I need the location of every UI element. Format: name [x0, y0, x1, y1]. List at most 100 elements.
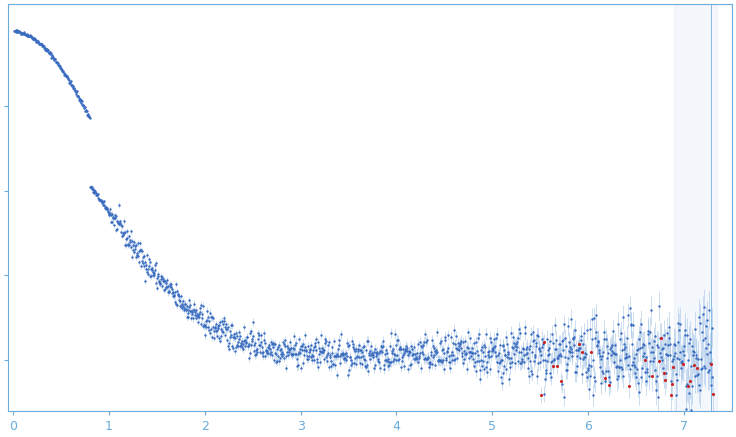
Point — [348, 345, 360, 352]
Point — [385, 330, 397, 337]
Point — [556, 378, 567, 385]
Point — [651, 387, 662, 394]
Point — [145, 272, 157, 279]
Point — [428, 351, 439, 358]
Point — [300, 332, 311, 339]
Point — [336, 350, 347, 357]
Point — [469, 359, 481, 366]
Point — [657, 364, 669, 371]
Point — [238, 345, 250, 352]
Point — [84, 114, 96, 121]
Point — [252, 335, 264, 342]
Point — [411, 340, 423, 347]
Point — [248, 341, 260, 348]
Point — [472, 334, 484, 341]
Point — [568, 342, 580, 349]
Point — [93, 195, 105, 202]
Point — [290, 339, 302, 346]
Point — [609, 342, 620, 349]
Point — [339, 355, 350, 362]
Point — [677, 348, 689, 355]
Point — [298, 346, 310, 353]
Point — [46, 53, 58, 60]
Point — [85, 184, 97, 191]
Point — [29, 35, 40, 42]
Point — [655, 334, 667, 341]
Point — [166, 292, 178, 299]
Point — [336, 351, 348, 358]
Point — [224, 327, 236, 334]
Point — [625, 322, 637, 329]
Point — [163, 281, 175, 288]
Point — [163, 288, 174, 295]
Point — [531, 331, 543, 338]
Point — [198, 323, 210, 329]
Point — [141, 268, 152, 275]
Point — [215, 319, 227, 326]
Point — [269, 341, 280, 348]
Point — [441, 348, 453, 355]
Point — [241, 333, 253, 340]
Point — [215, 325, 227, 332]
Point — [187, 307, 199, 314]
Point — [500, 351, 512, 358]
Point — [207, 324, 219, 331]
Point — [10, 28, 22, 35]
Point — [511, 340, 523, 347]
Point — [251, 346, 263, 353]
Point — [18, 30, 29, 37]
Point — [514, 329, 526, 336]
Point — [408, 350, 420, 357]
Point — [158, 287, 170, 294]
Point — [208, 328, 220, 335]
Point — [94, 197, 106, 204]
Point — [368, 364, 380, 371]
Point — [287, 345, 299, 352]
Point — [580, 351, 592, 358]
Point — [705, 382, 717, 388]
Point — [680, 405, 692, 412]
Point — [25, 33, 37, 40]
Point — [559, 335, 571, 342]
Point — [32, 38, 43, 45]
Point — [172, 292, 184, 299]
Point — [340, 356, 352, 363]
Point — [91, 191, 103, 198]
Point — [266, 341, 277, 348]
Point — [442, 353, 454, 360]
Point — [157, 278, 169, 285]
Point — [308, 343, 319, 350]
Point — [296, 347, 308, 354]
Point — [638, 350, 650, 357]
Point — [80, 108, 92, 114]
Point — [335, 331, 347, 338]
Point — [262, 343, 274, 350]
Point — [473, 331, 485, 338]
Point — [429, 347, 441, 354]
Point — [478, 344, 490, 351]
Point — [79, 104, 91, 111]
Point — [323, 363, 335, 370]
Point — [322, 350, 333, 357]
Point — [133, 258, 145, 265]
Point — [101, 205, 113, 212]
Point — [574, 344, 586, 351]
Point — [304, 346, 316, 353]
Point — [372, 355, 383, 362]
Point — [397, 346, 409, 353]
Point — [380, 347, 392, 354]
Point — [65, 77, 77, 84]
Point — [142, 265, 154, 272]
Point — [51, 59, 63, 66]
Point — [337, 352, 349, 359]
Point — [303, 348, 315, 355]
Point — [610, 350, 622, 357]
Point — [158, 277, 169, 284]
Point — [422, 354, 434, 361]
Point — [189, 311, 201, 318]
Point — [683, 389, 695, 396]
Point — [447, 340, 459, 347]
Point — [58, 69, 70, 76]
Point — [623, 353, 635, 360]
Point — [155, 272, 166, 279]
